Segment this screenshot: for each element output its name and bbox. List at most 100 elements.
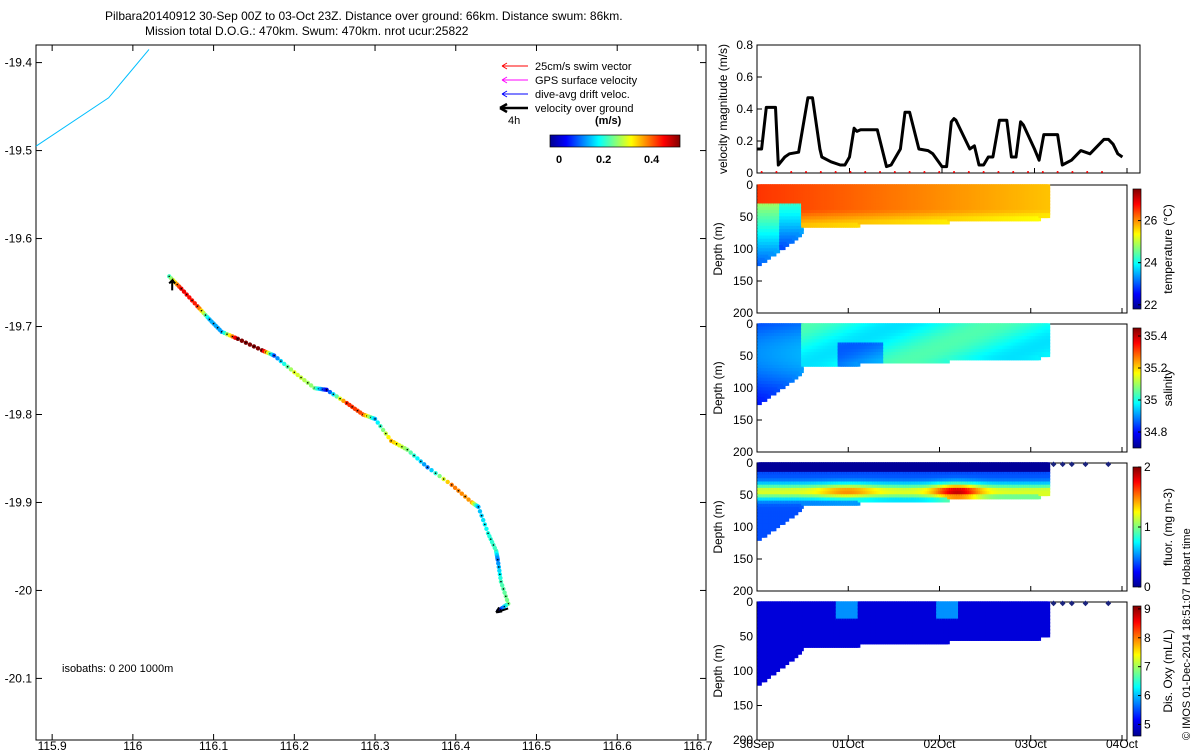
salinity-cell [1045, 345, 1051, 351]
fluorescence-cell [775, 523, 781, 529]
track-vector-dot [464, 495, 466, 498]
fluorescence-cell [784, 516, 790, 522]
track-vector-dot [180, 287, 183, 290]
track-point [380, 427, 386, 433]
track-vector-dot [237, 338, 239, 340]
track-point [375, 420, 380, 425]
map-x-tick-label: 116.4 [441, 739, 470, 750]
fluorescence-y-tick-label: 100 [733, 520, 753, 534]
map-y-tick-label: -19.4 [5, 56, 33, 70]
track-vector-dot [413, 454, 415, 457]
track-point [466, 497, 471, 502]
track-vector-dot [477, 506, 480, 508]
ground-velocity-legend-head [499, 102, 508, 114]
track-vector-dot [450, 484, 453, 486]
map-x-tick-label: 116.5 [522, 739, 551, 750]
track-vector-dot [306, 382, 309, 384]
fluorescence-y-tick-label: 200 [733, 584, 753, 598]
track-vector-dot [379, 425, 382, 428]
temperature-cell [1045, 190, 1051, 196]
track-vector-dot [196, 305, 199, 308]
track-point [386, 435, 391, 440]
track-vector-dot [374, 418, 376, 420]
salinity-cell [762, 396, 768, 402]
salinity-cbar-tick-label: 34.8 [1144, 425, 1168, 439]
isobath-line [35, 49, 150, 147]
speed-colorbar [549, 134, 681, 148]
temperature-cell [766, 254, 771, 260]
track-vector-dot [489, 538, 492, 540]
track-vector-dot [168, 275, 170, 278]
salinity-cell [781, 384, 786, 390]
temperature-y-tick-label: 0 [746, 178, 753, 192]
track-vector-dot [208, 318, 211, 321]
temperature-cell [1045, 197, 1051, 203]
vel-red-marker [879, 171, 882, 173]
track-vector-dot [176, 283, 179, 286]
map-axes-frame [35, 44, 707, 741]
temperature-y-tick-label: 50 [740, 210, 754, 224]
salinity-cbar-tick-label: 35.4 [1144, 329, 1168, 343]
vel-red-marker [982, 171, 985, 173]
track-point [498, 575, 503, 581]
legend-label-swim: 25cm/s swim vector [535, 61, 632, 73]
temperature-cell [1045, 193, 1051, 199]
salinity-cbar-tick-label: 35 [1144, 393, 1158, 407]
fluorescence-cell [766, 529, 771, 535]
temperature-y-tick-label: 200 [733, 306, 753, 320]
salinity-cell [1045, 348, 1051, 354]
track-point [429, 468, 434, 473]
map-x-tick-label: 116.1 [199, 739, 228, 750]
map-x-tick-label: 116.7 [683, 739, 712, 750]
track-vector-dot [487, 532, 489, 535]
vel-y-tick-label: 0 [746, 166, 753, 180]
map-x-tick-label: 116.3 [360, 739, 389, 750]
temperature-cbar-tick-label: 24 [1144, 256, 1158, 270]
temperature-cell [855, 222, 861, 228]
track-vector-dot [220, 330, 223, 333]
vel-red-marker [893, 171, 896, 173]
track-vector-dot [200, 309, 203, 312]
salinity-y-tick-label: 0 [746, 317, 753, 331]
track-vector-dot [332, 393, 335, 396]
salinity-cell [1045, 336, 1051, 342]
fluorescence-cell [771, 526, 777, 532]
salinity-cell [1045, 323, 1051, 329]
temperature-cell [1036, 216, 1042, 222]
temperature-cell [1045, 184, 1051, 190]
temperature-cbar-label: temperature (°C) [1161, 204, 1175, 294]
track-vector-dot [500, 580, 502, 583]
salinity-cell [797, 371, 802, 377]
temperature-cell [781, 245, 786, 251]
track-vector-dot [505, 595, 507, 598]
map-y-tick-label: -19.7 [5, 320, 33, 334]
salinity-y-tick-label: 50 [740, 349, 754, 363]
map-x-tick-label: 116 [123, 739, 142, 750]
salinity-y-tick-label: 200 [733, 445, 753, 459]
track-vector-dot [406, 448, 409, 451]
legend: 25cm/s swim vector GPS surface velocity … [499, 61, 681, 166]
temperature-cell [762, 257, 768, 263]
temperature-cell [799, 225, 804, 231]
legend-label-gps: GPS surface velocity [535, 75, 638, 87]
colorbar-tick-2: 0.4 [644, 154, 660, 166]
track-vector-dot [345, 402, 348, 404]
salinity-cbar-tick-label: 35.2 [1144, 361, 1168, 375]
track-point [282, 361, 287, 367]
track-vector-dot [395, 443, 398, 445]
map-y-tick-label: -19.8 [5, 407, 33, 421]
temperature-cell [1045, 187, 1051, 193]
map-y-tick-label: -19.9 [5, 495, 33, 509]
track-point [302, 377, 307, 383]
vel-red-marker [1071, 171, 1074, 173]
track-point [308, 383, 314, 388]
track-vector-dot [191, 299, 193, 302]
salinity-cell [1045, 352, 1051, 358]
track-vector-dot [492, 544, 495, 546]
track-vector-dot [273, 354, 275, 357]
track-vector-dot [384, 432, 387, 435]
track-vector-dot [226, 333, 228, 335]
track-vector-dot [502, 588, 505, 590]
